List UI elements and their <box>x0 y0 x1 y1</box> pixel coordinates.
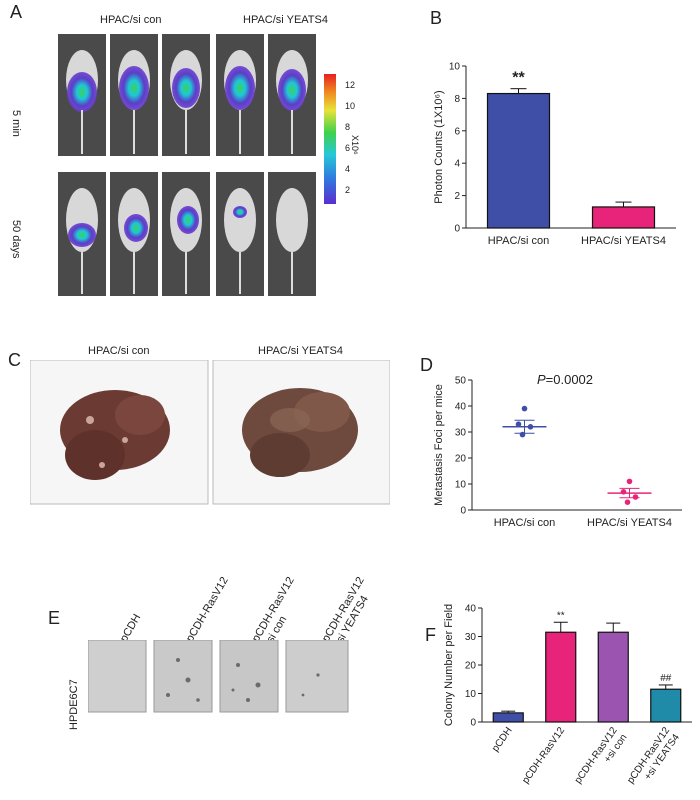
x-tick-label: pCDH-RasV12+si YEATS4 <box>625 725 682 793</box>
x-tick-label-line: pCDH <box>490 725 515 754</box>
panel-letter-f: F <box>425 625 436 645</box>
chart-d: 0 10 20 30 40 50 Metastasis Foci per mice HPAC/… <box>433 372 682 529</box>
y-tick-label: 4 <box>454 159 460 170</box>
colony-photo <box>88 640 147 713</box>
y-tick-label: 20 <box>465 661 477 672</box>
bioluminescence-signal <box>172 68 200 108</box>
x-tick-label: pCDH-RasV12 <box>520 725 567 786</box>
liver-si-yeats4 <box>242 388 358 477</box>
y-tick-label: 50 <box>455 376 467 387</box>
x-tick-label-line: pCDH-RasV12 <box>520 725 567 786</box>
y-tick-label: 0 <box>470 718 476 729</box>
significance-mark: ** <box>557 610 565 621</box>
y-tick-label: 40 <box>465 604 477 615</box>
colorbar <box>324 74 336 204</box>
colorbar-tick: 6 <box>345 143 351 153</box>
panel-a-group-left: HPAC/si con <box>100 14 162 26</box>
y-tick-label: 30 <box>455 428 467 439</box>
y-tick-label: 0 <box>454 224 460 235</box>
mouse-row-top <box>58 34 316 156</box>
panel-letter-a: A <box>10 2 23 22</box>
panel-a-imaging <box>58 34 336 296</box>
bar <box>545 631 577 723</box>
significance-mark: ## <box>660 673 672 684</box>
x-tick-label: HPAC/si con <box>494 517 556 529</box>
y-tick-label: 0 <box>460 506 466 517</box>
p-symbol: P <box>537 372 546 387</box>
panel-a-row-top: 5 min <box>10 110 22 137</box>
chart-f: 0 10 20 30 40 Colony Number per Field pCDH ** pC… <box>443 604 692 793</box>
colorbar-tick: 10 <box>345 101 356 111</box>
bioluminescence-signal <box>278 69 306 111</box>
data-point <box>626 478 633 485</box>
mouse-row-bottom <box>58 172 316 296</box>
y-tick-label: 30 <box>465 632 477 643</box>
panel-letter-b: B <box>430 8 443 28</box>
colorbar-tick: 2 <box>345 185 351 195</box>
bar <box>597 631 629 723</box>
y-tick-label: 10 <box>465 689 477 700</box>
panel-a-row-bottom: 50 days <box>10 220 22 259</box>
data-point <box>632 494 639 500</box>
bioluminescence-signal <box>225 66 255 110</box>
colony-dots <box>166 658 320 702</box>
x-tick-label: pCDH <box>490 725 515 754</box>
x-tick-label: pCDH-RasV12+si con <box>573 725 630 793</box>
y-tick-label: 10 <box>455 480 467 491</box>
bioluminescence-signal <box>67 72 97 112</box>
bioluminescence-signal <box>68 223 96 247</box>
panel-letter-c: C <box>8 350 21 370</box>
colony-photo <box>153 640 213 713</box>
bar <box>650 688 682 723</box>
y-tick-label: 40 <box>455 402 467 413</box>
data-point <box>515 421 522 427</box>
panel-a-group-right: HPAC/si YEATS4 <box>243 14 328 26</box>
colorbar-tick: 12 <box>345 80 356 90</box>
y-tick-label: 20 <box>455 454 467 465</box>
data-point <box>624 499 631 505</box>
y-tick-label: 8 <box>454 94 460 105</box>
bar <box>591 206 656 229</box>
p-value: =0.0002 <box>546 372 593 387</box>
bioluminescence-signal <box>119 66 149 110</box>
colorbar-unit: X10⁶ <box>350 135 360 155</box>
mouse-body <box>224 188 256 252</box>
y-tick-label: 6 <box>454 126 460 137</box>
panel-e-colony-photos <box>88 640 349 713</box>
colorbar-tick: 4 <box>345 164 351 174</box>
panel-e-column-label: pCDH-RasV12 <box>184 574 231 644</box>
panel-c-label-right: HPAC/si YEATS4 <box>258 345 343 357</box>
bioluminescence-signal <box>124 214 148 242</box>
y-axis-label: Metastasis Foci per mice <box>433 384 445 506</box>
y-axis-label: Colony Number per Field <box>443 604 455 726</box>
bar <box>486 92 551 229</box>
panel-letter-d: D <box>420 355 433 375</box>
bioluminescence-signal <box>177 206 199 234</box>
mouse-body <box>276 188 308 252</box>
liver-si-con <box>60 390 170 480</box>
y-tick-label: 10 <box>449 62 461 73</box>
panel-c-label-left: HPAC/si con <box>88 345 150 357</box>
panel-letter-e: E <box>48 608 61 628</box>
colorbar-tick: 8 <box>345 122 351 132</box>
data-point <box>521 405 528 412</box>
panel-e-row-label: HPDE6C7 <box>68 679 80 730</box>
chart-b: 0 2 4 6 8 10 Photon Counts (1X10⁶) HPAC/si con *… <box>433 62 676 247</box>
p-value-label: P=0.0002 <box>537 372 593 387</box>
x-tick-label: HPAC/si con <box>488 235 550 247</box>
y-tick-label: 2 <box>454 191 460 202</box>
x-tick-label: HPAC/si YEATS4 <box>581 235 666 247</box>
significance-mark: ** <box>512 70 525 87</box>
x-tick-label: HPAC/si YEATS4 <box>587 517 672 529</box>
bioluminescence-signal <box>233 206 247 218</box>
panel-e-column-labels: pCDH pCDH-RasV12 pCDH-RasV12 +si con pCDH-R… <box>88 560 371 651</box>
panel-c-liver-photos <box>30 360 390 505</box>
bar <box>492 712 524 723</box>
y-axis-label: Photon Counts (1X10⁶) <box>433 90 445 203</box>
